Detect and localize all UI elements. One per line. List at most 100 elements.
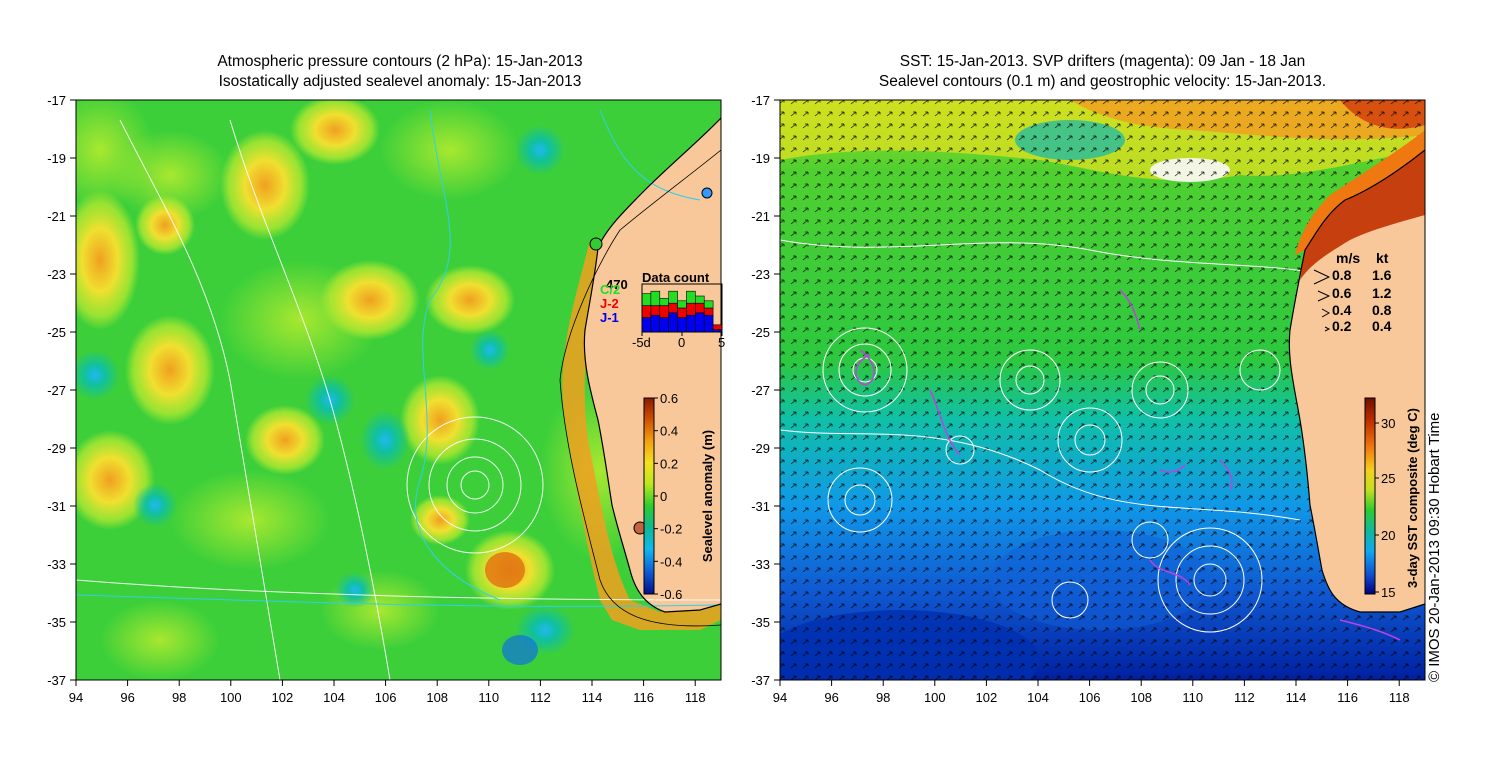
left-x-axis: 94 96 98 100 102 104 106 108 110 112 114 116 118 <box>69 680 706 705</box>
right-title: SST: 15-Jan-2013. SVP drifters (magenta)… <box>780 52 1425 92</box>
velocity-arrow-icon <box>1321 308 1331 318</box>
colorbar-tick-label: 0.4 <box>660 424 678 439</box>
y-tick-label: -17 <box>751 93 770 108</box>
y-tick-label: -23 <box>751 267 770 282</box>
tide-gauge-marker[interactable] <box>701 187 713 199</box>
y-tick-label: -27 <box>751 383 770 398</box>
velocity-legend-ms: 0.4 <box>1332 302 1352 318</box>
x-tick-label: 106 <box>1079 690 1101 705</box>
sla-colorbar-ramp <box>643 397 655 595</box>
colorbar-tick-label: 0 <box>660 489 667 504</box>
x-tick-label: 110 <box>478 690 499 705</box>
data-count-bar-j1 <box>641 317 652 333</box>
right-coastline <box>1288 149 1425 613</box>
left-land-australia <box>584 100 721 612</box>
right-title-line2: Sealevel contours (0.1 m) and geostrophi… <box>878 73 1327 90</box>
y-tick-label: -17 <box>47 93 66 108</box>
y-tick-label: -19 <box>47 151 66 166</box>
velocity-legend: m/s kt 0.8 1.6 0.6 1.2 0.4 0.8 0.2 0.4 <box>1313 250 1392 334</box>
x-tick-label: 108 <box>1130 690 1152 705</box>
velocity-legend-kt-header: kt <box>1376 250 1389 266</box>
y-tick-label: -35 <box>47 615 66 630</box>
x-tick-label: 102 <box>976 690 998 705</box>
velocity-legend-kt: 0.8 <box>1372 302 1392 318</box>
x-tick-label: 94 <box>69 690 83 705</box>
left-map[interactable]: -17 -19 -21 -23 -25 -27 -29 -31 -33 -35 -37 94 96 98… <box>0 0 760 720</box>
velocity-legend-ms: 0.2 <box>1332 318 1352 334</box>
y-tick-label: -37 <box>751 673 770 688</box>
y-tick-label: -37 <box>47 673 66 688</box>
x-tick-label: 118 <box>685 690 706 705</box>
sst-colorbar-ramp <box>1364 397 1376 595</box>
x-tick-label: 110 <box>1182 690 1203 705</box>
sst-colorbar-ticks: 30 25 20 15 <box>1375 416 1395 600</box>
data-count-bars <box>641 290 723 333</box>
x-tick-label: 114 <box>582 690 603 705</box>
sla-colorbar-label: Sealevel anomaly (m) <box>700 430 715 562</box>
x-tick-label: 116 <box>633 690 654 705</box>
data-count-bar-j2 <box>703 307 714 316</box>
left-title-line2: Isostatically adjusted sealevel anomaly:… <box>218 73 582 90</box>
y-tick-label: -23 <box>47 267 66 282</box>
y-tick-label: -21 <box>751 209 770 224</box>
data-count-bar-j1 <box>659 317 669 333</box>
x-tick-label: 104 <box>323 690 345 705</box>
legend-j2: J-2 <box>600 296 619 311</box>
data-count-bar-j2 <box>650 305 661 316</box>
data-count-bar-c2 <box>659 298 669 306</box>
colorbar-tick-label: -0.4 <box>660 554 682 569</box>
legend-c2: C/2 <box>600 282 620 297</box>
x-tick-label: 114 <box>1286 690 1307 705</box>
left-title: Atmospheric pressure contours (2 hPa): 1… <box>80 52 720 92</box>
pressure-contours <box>76 119 721 680</box>
data-count-inset: 470 Data count C/2 J-2 J-1 -5d 0 5 <box>600 270 725 350</box>
data-count-bar-c2 <box>668 290 678 304</box>
data-count-bar-c2 <box>650 290 661 306</box>
data-count-bar-c2 <box>686 290 696 304</box>
data-count-title: Data count <box>642 270 710 285</box>
x-tick-label: 104 <box>1027 690 1049 705</box>
x-tick-label: 116 <box>1337 690 1358 705</box>
colorbar-tick-label: -0.6 <box>660 587 682 602</box>
data-count-bar-j1 <box>668 312 678 333</box>
data-count-bar-c2 <box>703 300 714 309</box>
right-title-line1: SST: 15-Jan-2013. SVP drifters (magenta)… <box>899 53 1306 70</box>
data-count-bar-j2 <box>712 324 723 330</box>
svp-drifter-tracks <box>855 289 1401 641</box>
sst-colorbar-label: 3-day SST composite (deg C) <box>1405 408 1420 588</box>
colorbar-tick-label: 0.6 <box>660 391 678 406</box>
y-tick-label: -33 <box>751 557 770 572</box>
left-y-axis: -17 -19 -21 -23 -25 -27 -29 -31 -33 -35 -37 <box>47 93 76 688</box>
data-count-bar-j1 <box>677 317 687 333</box>
copyright-text: © IMOS 20-Jan-2013 09:30 Hobart Time <box>1426 412 1443 682</box>
x-tick-label: 112 <box>530 690 551 705</box>
x-tick-label: 100 <box>220 690 242 705</box>
right-map-field <box>780 100 1425 680</box>
dc-x-label: 0 <box>678 335 685 350</box>
right-land-australia <box>1289 150 1425 612</box>
data-count-bar-j1 <box>686 314 696 333</box>
y-tick-label: -27 <box>47 383 66 398</box>
tide-gauge-marker[interactable] <box>589 237 603 251</box>
sealevel-contours <box>780 239 1341 633</box>
x-tick-label: 96 <box>824 690 838 705</box>
data-count-max-label: 470 <box>606 277 628 292</box>
velocity-arrow-icon <box>1324 326 1331 332</box>
x-tick-label: 112 <box>1234 690 1255 705</box>
coastal-warm-band <box>562 240 721 630</box>
y-tick-label: -35 <box>751 615 770 630</box>
data-count-bar-j1 <box>703 314 714 333</box>
y-tick-label: -25 <box>47 325 66 340</box>
velocity-legend-ms-header: m/s <box>1336 250 1360 266</box>
data-count-bar-j2 <box>695 302 705 314</box>
sla-colorbar-ticks: 0.6 0.4 0.2 0 -0.2 -0.4 -0.6 <box>654 391 682 602</box>
right-y-axis: -17 -19 -21 -23 -25 -27 -29 -31 -33 -35 -37 <box>751 93 780 688</box>
velocity-legend-kt: 1.6 <box>1372 267 1392 283</box>
right-map[interactable]: -17 -19 -21 -23 -25 -27 -29 -31 -33 -35 -37 94 96 98… <box>740 0 1480 720</box>
y-tick-label: -31 <box>751 499 770 514</box>
data-count-bar-j1 <box>650 314 661 333</box>
y-tick-label: -25 <box>751 325 770 340</box>
data-count-bar-j2 <box>677 307 687 318</box>
y-tick-label: -29 <box>751 441 770 456</box>
sst-colorbar: 30 25 20 15 3-day SST composite (deg C) <box>1364 397 1420 600</box>
